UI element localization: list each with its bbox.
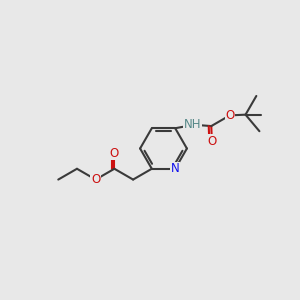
Text: O: O: [225, 109, 235, 122]
Text: N: N: [171, 162, 180, 175]
Text: O: O: [91, 173, 100, 186]
Text: NH: NH: [184, 118, 202, 131]
Text: O: O: [207, 135, 217, 148]
Text: O: O: [110, 147, 119, 160]
